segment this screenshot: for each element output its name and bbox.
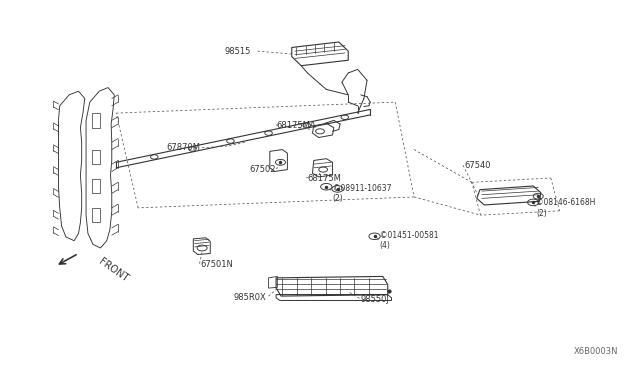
Text: ©08146-6168H
(2): ©08146-6168H (2) (536, 198, 596, 218)
Text: ©01451-00581
(4): ©01451-00581 (4) (380, 231, 438, 250)
Text: 98515: 98515 (225, 46, 251, 55)
Text: 68175M: 68175M (307, 174, 341, 183)
Text: 67870M: 67870M (167, 143, 201, 152)
Text: 67502: 67502 (250, 165, 276, 174)
Text: 67540: 67540 (464, 161, 491, 170)
Text: 67501N: 67501N (201, 260, 234, 269)
Text: FRONT: FRONT (97, 256, 131, 283)
Text: 98550J: 98550J (361, 295, 390, 304)
Text: ©08911-10637
(2): ©08911-10637 (2) (333, 184, 391, 203)
Text: 68175MA: 68175MA (276, 121, 316, 130)
Text: X6B0003N: X6B0003N (573, 347, 618, 356)
Text: 985R0X: 985R0X (234, 293, 267, 302)
